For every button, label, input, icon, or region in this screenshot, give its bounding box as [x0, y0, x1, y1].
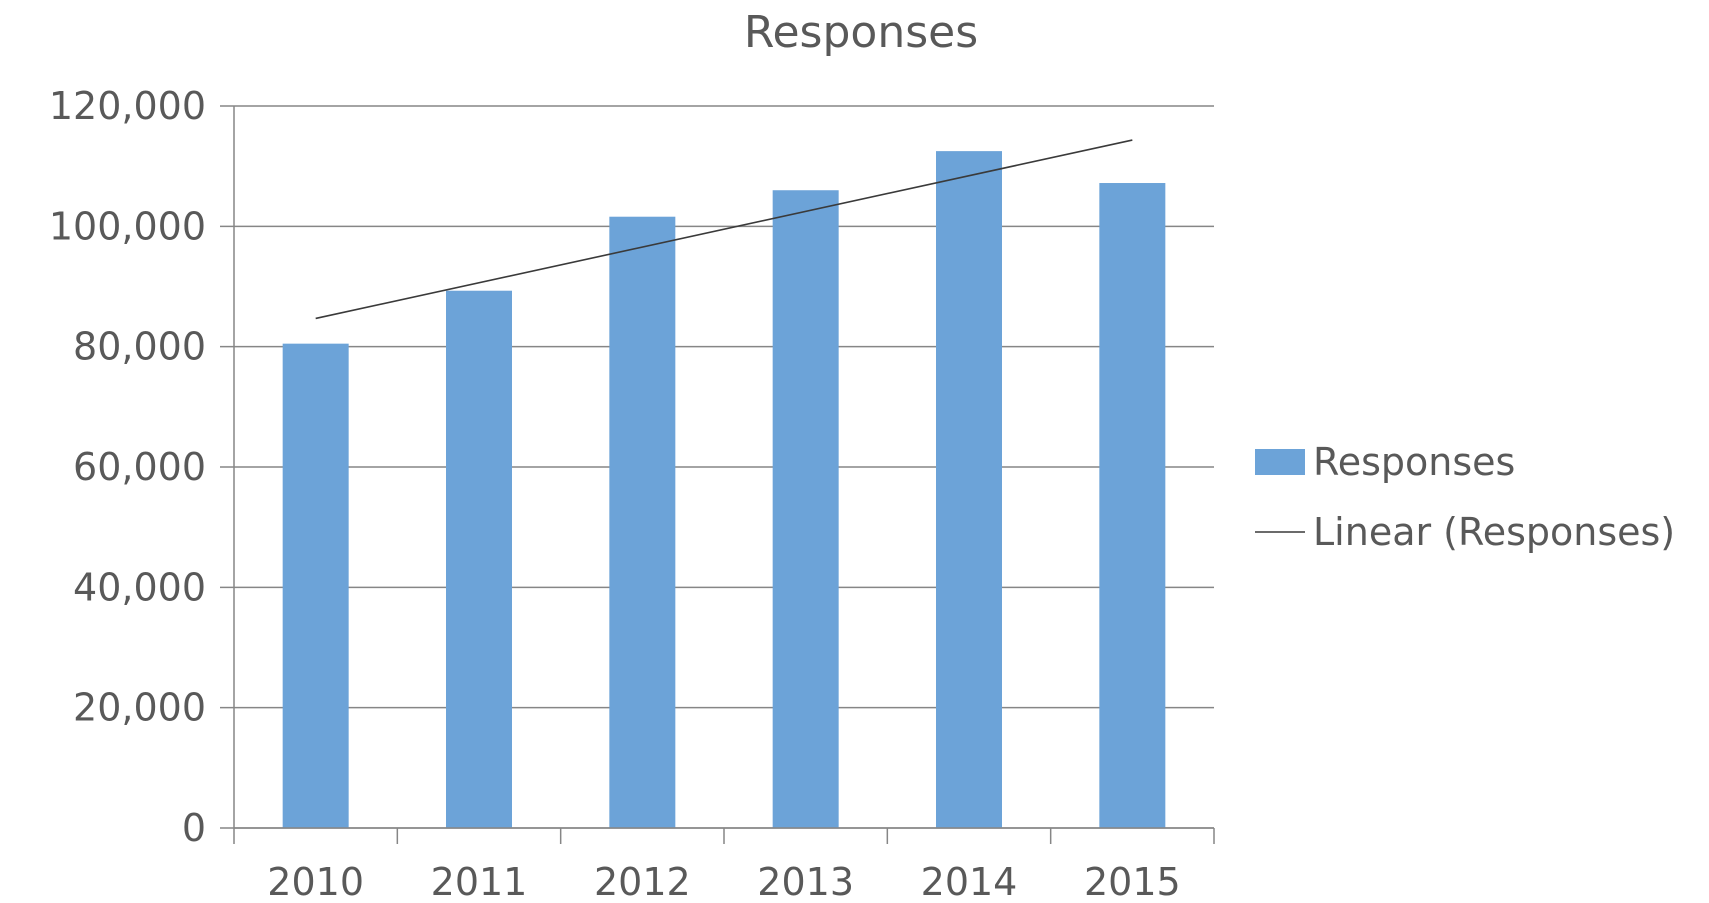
legend-label-linear: Linear (Responses) — [1313, 510, 1675, 554]
x-tick-label: 2011 — [431, 860, 528, 903]
x-tick-label: 2014 — [921, 860, 1018, 903]
trendline-group — [315, 139, 1133, 320]
y-tick-labels: 0 20,000 40,000 60,000 80,000 100,000 120,000 — [49, 84, 206, 850]
bar-2014 — [936, 151, 1002, 828]
bar-2015 — [1099, 183, 1166, 829]
axes — [233, 106, 1215, 844]
y-tick-label: 80,000 — [73, 325, 206, 369]
gridlines — [220, 105, 1214, 829]
x-tick-label: 2013 — [757, 860, 854, 903]
bar-2013 — [772, 190, 839, 828]
x-tick-label: 2010 — [267, 860, 364, 903]
y-tick-label: 40,000 — [73, 565, 206, 609]
bar-2010 — [282, 343, 349, 828]
bars — [282, 151, 1166, 829]
legend-label-responses: Responses — [1313, 440, 1515, 484]
y-tick-label: 20,000 — [73, 686, 206, 730]
x-tick-labels: 2010 2011 2012 2013 2014 2015 — [267, 860, 1180, 903]
x-tick-label: 2012 — [594, 860, 691, 903]
legend: Responses Linear (Responses) — [1255, 440, 1675, 554]
y-tick-label: 120,000 — [49, 84, 206, 128]
trendline — [315, 139, 1133, 320]
bar-2011 — [446, 290, 512, 828]
x-tick-label: 2015 — [1084, 860, 1181, 903]
bar-2012 — [609, 216, 676, 828]
legend-swatch-responses — [1255, 449, 1305, 475]
y-tick-label: 100,000 — [49, 204, 206, 248]
chart-title: Responses — [744, 7, 978, 58]
y-tick-label: 0 — [182, 806, 206, 850]
y-tick-label: 60,000 — [73, 445, 206, 489]
